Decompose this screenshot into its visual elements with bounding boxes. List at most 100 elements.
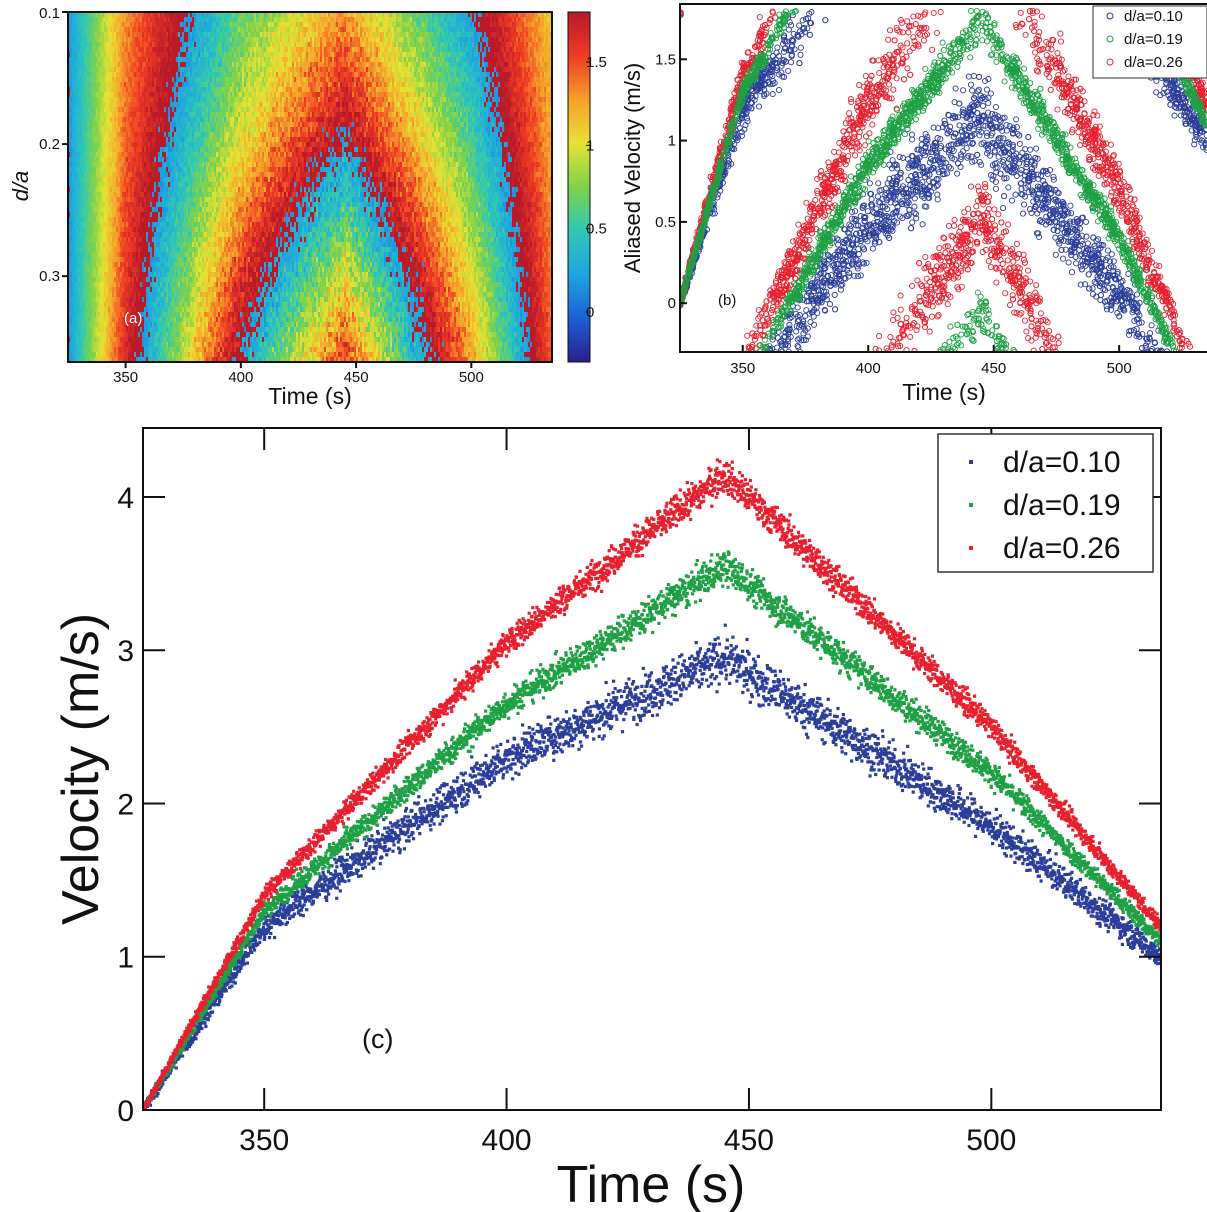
heatmap-cell	[80, 207, 83, 213]
heatmap-cell	[180, 172, 183, 178]
heatmap-cell	[146, 97, 149, 103]
heatmap-cell	[150, 297, 153, 303]
heatmap-cell	[142, 252, 145, 258]
heatmap-cell	[184, 227, 187, 233]
heatmap-cell	[154, 237, 157, 243]
heatmap-cell	[142, 47, 145, 53]
heatmap-cell	[112, 287, 115, 293]
heatmap-cell	[158, 282, 161, 288]
heatmap-cell	[134, 167, 137, 173]
heatmap-cell	[174, 17, 177, 23]
heatmap-cell	[176, 32, 179, 38]
heatmap-cell	[156, 262, 159, 268]
heatmap-cell	[116, 162, 119, 168]
heatmap-cell	[116, 42, 119, 48]
heatmap-cell	[156, 197, 159, 203]
heatmap-cell	[92, 302, 95, 308]
heatmap-cell	[174, 222, 177, 228]
heatmap-cell	[152, 122, 155, 128]
heatmap-cell	[184, 197, 187, 203]
heatmap-cell	[72, 322, 75, 328]
heatmap-cell	[176, 52, 179, 58]
heatmap-cell	[162, 37, 165, 43]
heatmap-cell	[106, 207, 109, 213]
heatmap-cell	[162, 47, 165, 53]
heatmap-cell	[92, 47, 95, 53]
heatmap-cell	[90, 122, 93, 128]
heatmap-cell	[114, 227, 117, 233]
heatmap-cell	[162, 317, 165, 323]
heatmap-cell	[170, 132, 173, 138]
heatmap-cell	[144, 357, 147, 362]
heatmap-cell	[172, 127, 175, 133]
heatmap-cell	[136, 57, 139, 63]
heatmap-cell	[142, 147, 145, 153]
heatmap-cell	[100, 17, 103, 23]
heatmap-cell	[170, 307, 173, 313]
heatmap-cell	[144, 162, 147, 168]
heatmap-cell	[162, 312, 165, 318]
heatmap-cell	[74, 212, 77, 218]
heatmap-cell	[104, 337, 107, 343]
heatmap-cell	[178, 107, 181, 113]
heatmap-cell	[176, 197, 179, 203]
heatmap-cell	[128, 247, 131, 253]
heatmap-cell	[68, 12, 71, 18]
heatmap-cell	[164, 32, 167, 38]
heatmap-cell	[128, 132, 131, 138]
heatmap-cell	[130, 187, 133, 193]
heatmap-cell	[94, 277, 97, 283]
heatmap-cell	[72, 192, 75, 198]
heatmap-cell	[164, 327, 167, 333]
heatmap-cell	[186, 102, 189, 108]
heatmap-cell	[170, 167, 173, 173]
heatmap-cell	[106, 217, 109, 223]
heatmap-cell	[150, 342, 153, 348]
heatmap-cell	[178, 287, 181, 293]
heatmap-cell	[120, 242, 123, 248]
heatmap-cell	[104, 152, 107, 158]
heatmap-cell	[88, 357, 91, 362]
heatmap-cell	[88, 122, 91, 128]
heatmap-cell	[70, 167, 73, 173]
heatmap-cell	[140, 17, 143, 23]
heatmap-cell	[68, 277, 71, 283]
heatmap-cell	[114, 47, 117, 53]
heatmap-cell	[148, 312, 151, 318]
heatmap-cell	[88, 187, 91, 193]
heatmap-cell	[78, 87, 81, 93]
heatmap-cell	[116, 297, 119, 303]
heatmap-cell	[174, 57, 177, 63]
heatmap-cell	[132, 162, 135, 168]
heatmap-cell	[150, 12, 153, 18]
heatmap-cell	[154, 27, 157, 33]
heatmap-cell	[150, 177, 153, 183]
heatmap-cell	[158, 177, 161, 183]
heatmap-cell	[124, 112, 127, 118]
heatmap-cell	[172, 97, 175, 103]
heatmap-cell	[166, 247, 169, 253]
heatmap-cell	[116, 177, 119, 183]
heatmap-cell	[68, 117, 71, 123]
heatmap-cell	[178, 102, 181, 108]
heatmap-cell	[90, 297, 93, 303]
heatmap-cell	[102, 192, 105, 198]
heatmap-cell	[128, 347, 131, 353]
heatmap-cell	[76, 252, 79, 258]
heatmap-cell	[130, 27, 133, 33]
heatmap-cell	[166, 222, 169, 228]
heatmap-cell	[110, 67, 113, 73]
heatmap-cell	[84, 97, 87, 103]
heatmap-cell	[174, 67, 177, 73]
heatmap-cell	[170, 87, 173, 93]
heatmap-cell	[158, 307, 161, 313]
heatmap-cell	[176, 157, 179, 163]
heatmap-cell	[166, 312, 169, 318]
heatmap-cell	[102, 32, 105, 38]
heatmap-cell	[100, 227, 103, 233]
heatmap-cell	[178, 97, 181, 103]
heatmap-cell	[160, 132, 163, 138]
heatmap-cell	[138, 37, 141, 43]
heatmap-cell	[102, 307, 105, 313]
heatmap-cell	[98, 82, 101, 88]
